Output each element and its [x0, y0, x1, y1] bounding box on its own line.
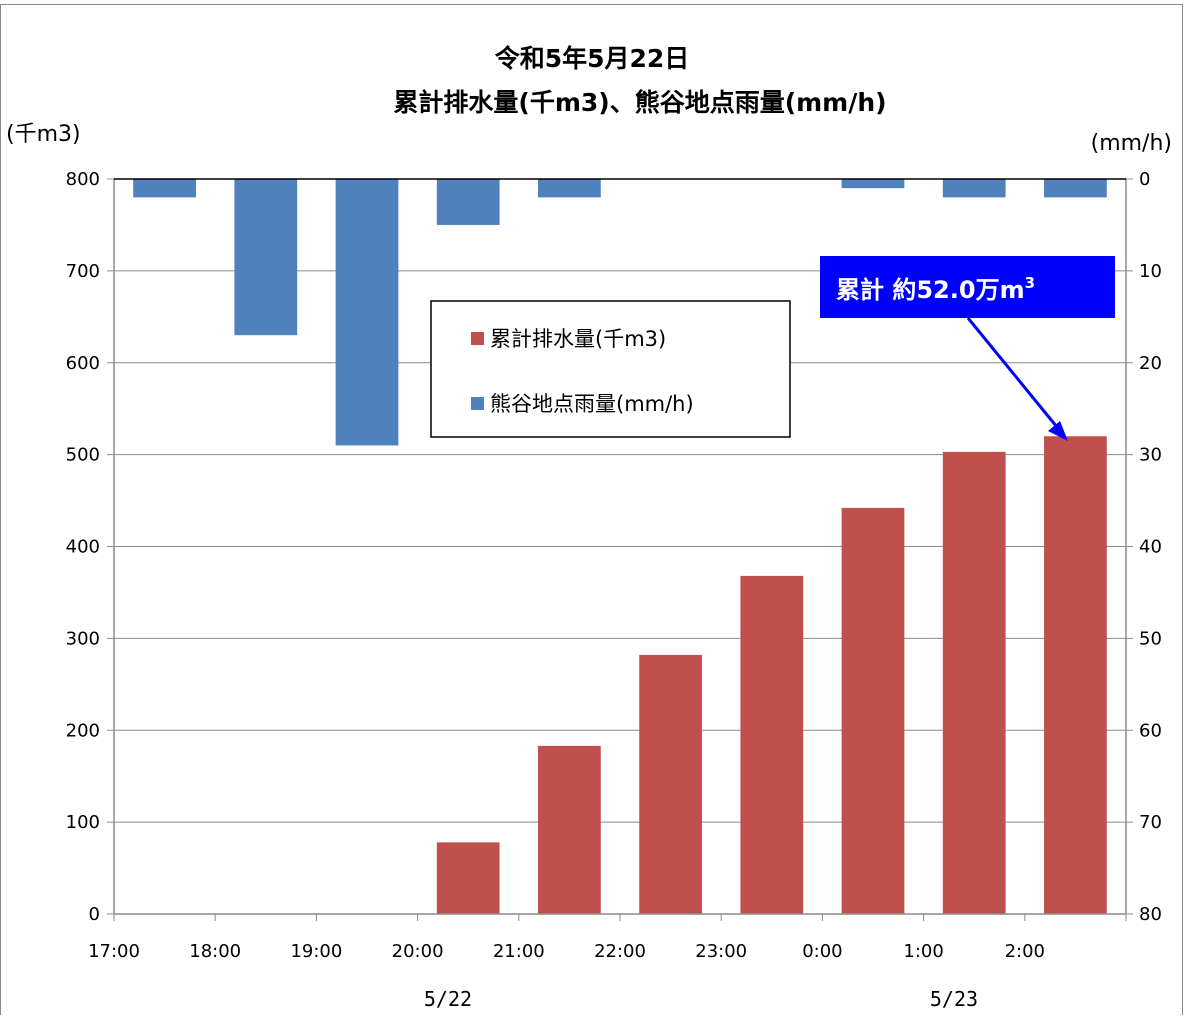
right-axis-unit: (mm/h)	[1091, 131, 1172, 156]
right-axis-tick-label: 10	[1139, 261, 1162, 282]
rainfall-bar	[538, 179, 601, 198]
discharge-bar	[436, 842, 500, 914]
discharge-bar	[538, 745, 601, 914]
legend-swatch-rainfall	[471, 397, 484, 410]
callout-arrow-line	[966, 317, 1063, 433]
left-axis-tick-label: 400	[66, 537, 100, 558]
legend-label-rainfall: 熊谷地点雨量(mm/h)	[490, 392, 694, 416]
x-axis-tick-label: 20:00	[392, 941, 444, 962]
legend: 累計排水量(千m3) 熊谷地点雨量(mm/h)	[430, 300, 791, 438]
rainfall-bar	[1044, 179, 1107, 198]
right-axis-tick-label: 60	[1139, 720, 1162, 741]
right-axis-tick-label: 40	[1139, 537, 1162, 558]
x-axis-tick-label: 17:00	[88, 941, 140, 962]
x-axis-tick-label: 18:00	[189, 941, 241, 962]
discharge-bar	[841, 507, 905, 914]
date-label: 5/22	[424, 987, 472, 1011]
rainfall-bar	[436, 179, 500, 225]
callout-arrowhead	[1048, 421, 1068, 441]
right-axis-tick-label: 70	[1139, 812, 1162, 833]
x-axis-tick-label: 19:00	[290, 941, 342, 962]
x-axis-tick-label: 1:00	[903, 941, 943, 962]
rainfall-bar	[234, 179, 298, 336]
left-axis-tick-label: 600	[66, 353, 100, 374]
callout-superscript: 3	[1025, 274, 1035, 292]
left-axis-tick-label: 300	[66, 628, 100, 649]
right-axis-tick-label: 20	[1139, 353, 1162, 374]
left-axis-tick-label: 100	[66, 812, 100, 833]
right-axis-tick-label: 50	[1139, 628, 1162, 649]
discharge-bar	[639, 654, 702, 914]
date-label: 5/23	[930, 987, 978, 1011]
left-axis-tick-label: 700	[66, 261, 100, 282]
x-axis-tick-label: 2:00	[1005, 941, 1045, 962]
legend-swatch-discharge	[471, 332, 484, 345]
discharge-bar	[740, 575, 804, 914]
left-axis-tick-label: 500	[66, 445, 100, 466]
chart-title-line2: 累計排水量(千m3)、熊谷地点雨量(mm/h)	[393, 88, 886, 117]
right-axis-tick-label: 80	[1139, 904, 1162, 925]
callout: 累計 約52.0万m3	[820, 256, 1115, 441]
x-axis-tick-label: 22:00	[594, 941, 646, 962]
left-axis-tick-label: 800	[66, 169, 100, 190]
left-axis-tick-label: 200	[66, 720, 100, 741]
legend-label-discharge: 累計排水量(千m3)	[490, 327, 666, 351]
callout-text: 累計 約52.0万m3	[836, 274, 1035, 304]
rainfall-bar	[942, 179, 1006, 198]
chart-title-line1: 令和5年5月22日	[495, 44, 690, 73]
chart-frame	[0, 4, 1183, 1015]
right-axis-tick-label: 30	[1139, 445, 1162, 466]
discharge-bar	[942, 451, 1006, 914]
left-axis-tick-label: 0	[89, 904, 100, 925]
rainfall-bar	[841, 179, 905, 189]
x-axis-tick-label: 21:00	[493, 941, 545, 962]
callout-box	[820, 256, 1115, 318]
legend-box	[430, 300, 791, 438]
rainfall-bar	[335, 179, 399, 446]
x-axis-tick-label: 0:00	[802, 941, 842, 962]
discharge-bar	[1044, 436, 1107, 914]
left-axis-unit: (千m3)	[6, 122, 81, 147]
rainfall-bar	[133, 179, 196, 198]
callout-text-main: 累計 約52.0万m	[836, 276, 1025, 304]
right-axis-tick-label: 0	[1139, 169, 1150, 190]
x-axis-tick-label: 23:00	[695, 941, 747, 962]
